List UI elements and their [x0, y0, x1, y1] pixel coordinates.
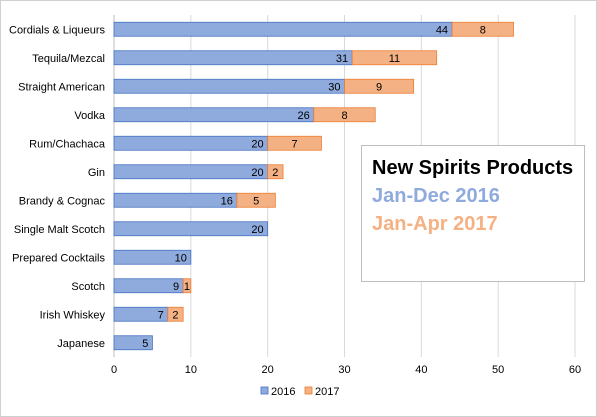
- bar-2017: [351, 50, 438, 66]
- category-label: Tequila/Mezcal: [32, 53, 105, 65]
- legend: 2016 2017: [260, 386, 339, 398]
- x-tick-60: 60: [569, 364, 581, 376]
- category-label: Rum/Chachaca: [29, 138, 106, 150]
- data-label-2017: 2: [272, 167, 278, 179]
- x-tick-0: 0: [111, 364, 117, 376]
- bar-2016: [113, 249, 192, 265]
- annotation-line-2016: Jan-Dec 2016: [372, 185, 500, 207]
- data-label-2016: 7: [158, 309, 164, 321]
- category-label: Straight American: [18, 81, 105, 93]
- x-tick-30: 30: [338, 364, 350, 376]
- legend-swatch-2016: [260, 386, 269, 395]
- data-label-2016: 10: [175, 252, 187, 264]
- data-label-2017: 8: [341, 110, 347, 122]
- data-label-2017: 7: [291, 138, 297, 150]
- bar-2017: [167, 306, 184, 322]
- bar-2016: [113, 107, 315, 123]
- bar-2017: [182, 278, 192, 294]
- bar-2017: [451, 21, 514, 37]
- bar-2016: [113, 21, 453, 37]
- bar-2016: [113, 50, 353, 66]
- annotation-box: New Spirits Products Jan-Dec 2016 Jan-Ap…: [361, 145, 585, 282]
- bar-2016: [113, 221, 269, 237]
- data-label-2016: 16: [221, 195, 233, 207]
- data-label-2017: 5: [253, 195, 259, 207]
- bar-2017: [344, 78, 415, 94]
- x-tick-20: 20: [262, 364, 274, 376]
- category-label: Cordials & Liqueurs: [9, 24, 105, 36]
- data-label-2016: 5: [142, 338, 148, 350]
- data-label-2016: 20: [251, 224, 263, 236]
- category-label: Single Malt Scotch: [14, 224, 105, 236]
- data-label-2016: 30: [328, 81, 340, 93]
- category-label: Prepared Cocktails: [12, 252, 105, 264]
- category-labels: Cordials & Liqueurs Tequila/Mezcal Straigh…: [9, 24, 106, 350]
- data-label-2017: 1: [184, 281, 190, 293]
- x-tick-labels: 0 10 20 30 40 50 60: [111, 364, 581, 376]
- data-label-2016: 44: [436, 24, 448, 36]
- category-label: Irish Whiskey: [40, 309, 106, 321]
- bar-2017: [313, 107, 376, 123]
- legend-label-2017: 2017: [315, 386, 339, 398]
- bar-2016: [113, 78, 345, 94]
- x-tick-10: 10: [185, 364, 197, 376]
- annotation-line-2017: Jan-Apr 2017: [372, 213, 498, 235]
- annotation-title: New Spirits Products: [372, 157, 574, 179]
- category-label: Scotch: [71, 281, 105, 293]
- data-label-2016: 26: [298, 110, 310, 122]
- data-label-2017: 8: [480, 24, 486, 36]
- data-label-2017: 2: [172, 309, 178, 321]
- bar-2016: [113, 164, 269, 180]
- bar-2017: [236, 192, 276, 208]
- data-label-2016: 31: [336, 53, 348, 65]
- category-label: Brandy & Cognac: [19, 195, 106, 207]
- data-label-2016: 20: [251, 167, 263, 179]
- bar-2016: [113, 335, 153, 351]
- data-label-2016: 20: [251, 138, 263, 150]
- x-tick-50: 50: [492, 364, 504, 376]
- legend-label-2016: 2016: [271, 386, 295, 398]
- data-label-2017: 11: [389, 53, 400, 65]
- bar-2016: [113, 135, 269, 151]
- data-label-2016: 9: [173, 281, 179, 293]
- x-tick-40: 40: [415, 364, 427, 376]
- category-label: Gin: [88, 167, 105, 179]
- category-label: Vodka: [74, 110, 105, 122]
- bar-2016: [113, 192, 238, 208]
- data-label-2017: 9: [376, 81, 382, 93]
- bar-2017: [267, 135, 322, 151]
- bar-2017: [267, 164, 284, 180]
- category-label: Japanese: [57, 338, 105, 350]
- legend-swatch-2017: [304, 386, 313, 395]
